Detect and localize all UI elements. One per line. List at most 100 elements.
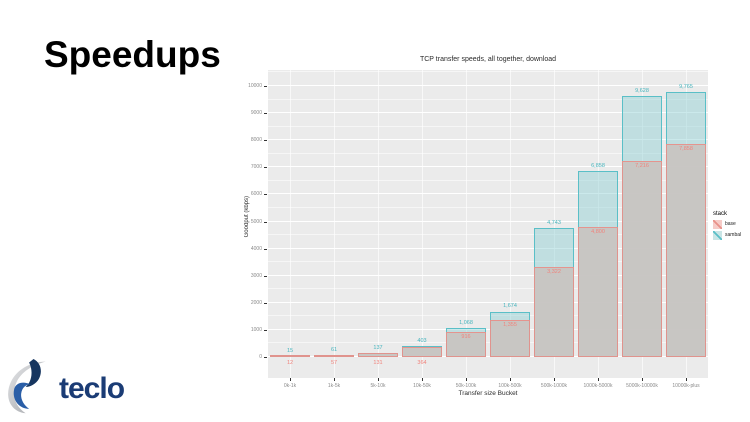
x-axis-tick-label: 500k-1000k [540,383,568,389]
y-axis-tick-label: 4000 [250,245,262,252]
bar-value-label-sambal: 6,858 [591,162,605,169]
teclo-swirl-icon [8,359,46,414]
gridline-major [268,139,708,141]
gridline-minor [268,288,708,290]
bar-base [534,266,574,357]
bar-value-label-base: 3,322 [547,268,561,275]
y-axis-tick-label: 1000 [250,326,262,333]
y-axis-tick [264,113,267,115]
x-axis-title: Transfer size Bucket [458,390,518,397]
x-axis-tick [641,378,643,381]
x-axis-tick-label: 10k-50k [413,383,431,389]
bar-base [490,320,530,357]
y-axis-title: Goodput (kbps) [244,196,250,238]
gridline-major [268,274,708,276]
gridline-minor [268,125,708,127]
gridline-vertical [377,70,379,378]
bar-base [666,144,706,357]
bar-base [314,355,354,357]
y-axis-tick [264,140,267,142]
bar-value-label-base: 131 [373,359,383,366]
gridline-major [268,356,708,357]
legend-key-base-icon [713,220,722,229]
gridline-major [268,220,708,222]
gridline-major [268,247,708,249]
gridline-minor [268,342,708,344]
bar-value-label-sambal: 1,068 [459,319,473,326]
bar-value-label-base: 4,800 [591,228,605,235]
gridline-vertical [509,70,511,378]
bar-value-label-sambal: 61 [330,346,338,353]
bar-value-label-base: 12 [286,359,294,366]
gridline-minor [268,315,708,317]
y-axis-tick-label: 10000 [248,83,262,89]
y-axis-tick-label: 0 [259,354,262,360]
gridline-minor [268,179,708,181]
y-axis-tick [264,194,267,196]
slide-title: Speedups [44,34,221,75]
legend-label-sambal: sambal [725,232,742,238]
x-axis-tick [685,378,687,381]
bar-base [358,353,398,357]
x-axis-tick [289,378,291,381]
legend: stack base sambal [713,211,741,242]
bar-base [270,355,310,357]
bar-value-label-base: 364 [417,359,427,366]
bar-value-label-sambal: 9,628 [635,87,649,94]
x-axis-tick [465,378,467,381]
x-axis-tick [421,378,423,381]
y-axis-tick-label: 2000 [250,299,262,306]
x-axis-tick-label: 100k-500k [498,383,522,389]
gridline-major [268,166,708,168]
gridline-minor [268,206,708,208]
y-axis-tick [264,248,267,250]
y-axis-tick-label: 7000 [250,164,262,171]
x-axis-tick-label: 5k-10k [370,383,386,389]
gridline-major [268,112,708,114]
bar-value-label-base: 1,355 [503,322,517,329]
legend-title: stack [713,211,728,217]
gridline-vertical [289,70,291,378]
bar-value-label-sambal: 4,743 [547,219,561,226]
bar-value-label-base: 7,216 [635,163,649,170]
x-axis-tick [333,378,335,381]
gridline-major [268,193,708,195]
x-axis-tick [553,378,555,381]
x-axis-tick-label: 50k-100k [455,383,477,389]
y-axis-tick [264,302,267,304]
x-axis-tick-label: 10000k-plus [672,383,700,389]
y-axis-tick-label: 6000 [250,191,262,198]
y-axis-tick-label: 9000 [250,110,262,117]
gridline-minor [268,152,708,154]
bar-value-label-sambal: 403 [417,337,427,344]
legend-label-base: base [725,221,736,227]
bar-base [402,347,442,357]
y-axis-tick-label: 8000 [250,137,262,144]
bar-value-label-base: 916 [461,334,471,341]
bar-base [578,226,618,357]
logo-text: teclo [59,372,125,405]
x-axis-tick-label: 1000k-5000k [583,383,613,389]
legend-key-sambal-icon [713,231,722,240]
logo: teclo [2,356,125,418]
bar-value-label-sambal: 137 [373,344,383,351]
plot-panel: 15 12 61 57 137 131 403 364 1,068 916 1,674 1,355 4,… [268,70,708,378]
y-axis-tick-label: 5000 [250,218,262,225]
x-axis-tick-label: 1k-5k [327,383,341,389]
gridline-minor [268,261,708,263]
y-axis-tick [264,357,267,358]
x-axis-tick [377,378,379,381]
bar-value-label-base: 57 [330,359,338,366]
gridline-minor [268,71,708,73]
gridline-minor [268,234,708,236]
legend-entry-sambal: sambal [713,231,741,240]
y-axis-tick [264,329,267,331]
y-axis-tick [264,275,267,277]
y-axis-tick [264,221,267,223]
x-axis-tick [597,378,599,381]
bar-value-label-sambal: 1,674 [503,303,517,310]
gridline-minor [268,98,708,100]
bar-value-label-sambal: 9,765 [679,83,693,90]
gridline-vertical [553,70,555,378]
